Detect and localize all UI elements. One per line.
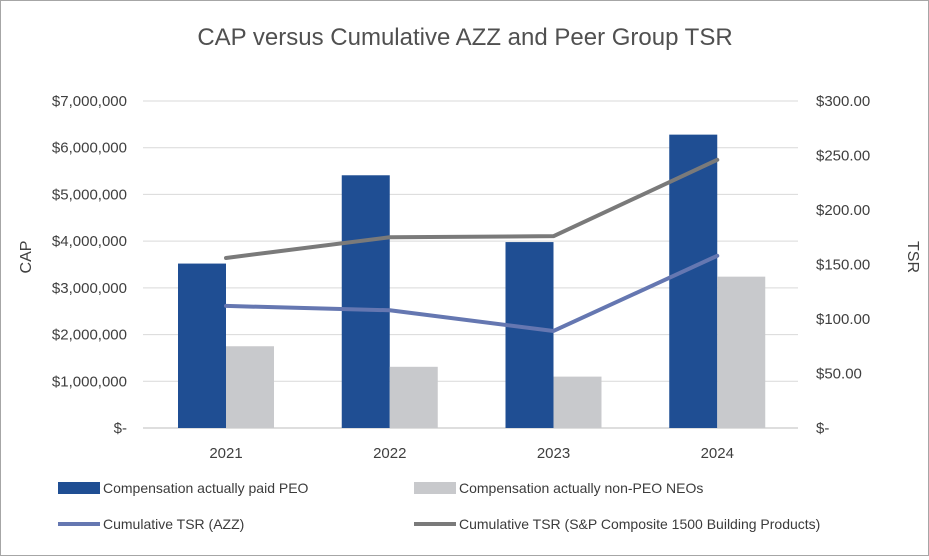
legend-item: Cumulative TSR (S&P Composite 1500 Build… bbox=[414, 516, 820, 532]
legend-item: Cumulative TSR (AZZ) bbox=[58, 516, 244, 532]
x-tick-label: 2021 bbox=[209, 445, 242, 462]
bar-peo bbox=[341, 175, 390, 428]
legend-swatch bbox=[58, 482, 100, 494]
legend: Compensation actually paid PEO Compensati… bbox=[58, 480, 820, 532]
y-tick-label: $2,000,000 bbox=[52, 327, 127, 344]
y-tick-label: $6,000,000 bbox=[52, 140, 127, 157]
bar-peo bbox=[505, 242, 554, 428]
x-tick-label: 2023 bbox=[537, 445, 570, 462]
y-axis-label: CAP bbox=[18, 241, 35, 274]
bar-non-peo bbox=[389, 366, 438, 428]
x-axis-ticks: 2021 2022 2023 2024 bbox=[209, 445, 734, 462]
y-tick-label: $- bbox=[114, 420, 127, 437]
legend-label: Compensation actually paid PEO bbox=[103, 480, 309, 496]
y2-axis-label: TSR bbox=[904, 241, 921, 273]
line-tsr-peer bbox=[224, 157, 720, 260]
left-axis-ticks: $- $1,000,000 $2,000,000 $3,000,000 $4,000,0… bbox=[52, 93, 127, 437]
y2-tick-label: $200.00 bbox=[816, 202, 870, 219]
chart-title: CAP versus Cumulative AZZ and Peer Group… bbox=[197, 24, 732, 51]
right-axis-ticks: $- $50.00 $100.00 $150.00 $200.00 $250.00 $300… bbox=[816, 93, 870, 437]
bar-peo bbox=[178, 263, 226, 428]
bar-non-peo bbox=[717, 276, 766, 428]
line-series bbox=[224, 157, 720, 333]
bar-series bbox=[178, 134, 766, 429]
legend-label: Compensation actually non-PEO NEOs bbox=[459, 480, 703, 496]
bar-peo bbox=[669, 134, 718, 429]
legend-item: Compensation actually paid PEO bbox=[58, 480, 309, 496]
y2-tick-label: $50.00 bbox=[816, 366, 862, 383]
y2-tick-label: $100.00 bbox=[816, 311, 870, 328]
y-tick-label: $3,000,000 bbox=[52, 280, 127, 297]
y2-tick-label: $150.00 bbox=[816, 257, 870, 274]
y2-tick-label: $300.00 bbox=[816, 93, 870, 110]
x-tick-label: 2022 bbox=[373, 445, 406, 462]
y2-tick-label: $250.00 bbox=[816, 148, 870, 165]
y-tick-label: $5,000,000 bbox=[52, 186, 127, 203]
legend-item: Compensation actually non-PEO NEOs bbox=[414, 480, 703, 496]
legend-swatch bbox=[414, 482, 456, 494]
y-tick-label: $7,000,000 bbox=[52, 93, 127, 110]
y2-tick-label: $- bbox=[816, 420, 829, 437]
x-tick-label: 2024 bbox=[701, 445, 734, 462]
line-tsr-azz bbox=[224, 253, 720, 333]
legend-label: Cumulative TSR (AZZ) bbox=[103, 516, 244, 532]
legend-label: Cumulative TSR (S&P Composite 1500 Build… bbox=[459, 516, 820, 532]
bar-non-peo bbox=[553, 376, 602, 428]
y-tick-label: $4,000,000 bbox=[52, 233, 127, 250]
bar-non-peo bbox=[226, 346, 274, 428]
y-tick-label: $1,000,000 bbox=[52, 373, 127, 390]
